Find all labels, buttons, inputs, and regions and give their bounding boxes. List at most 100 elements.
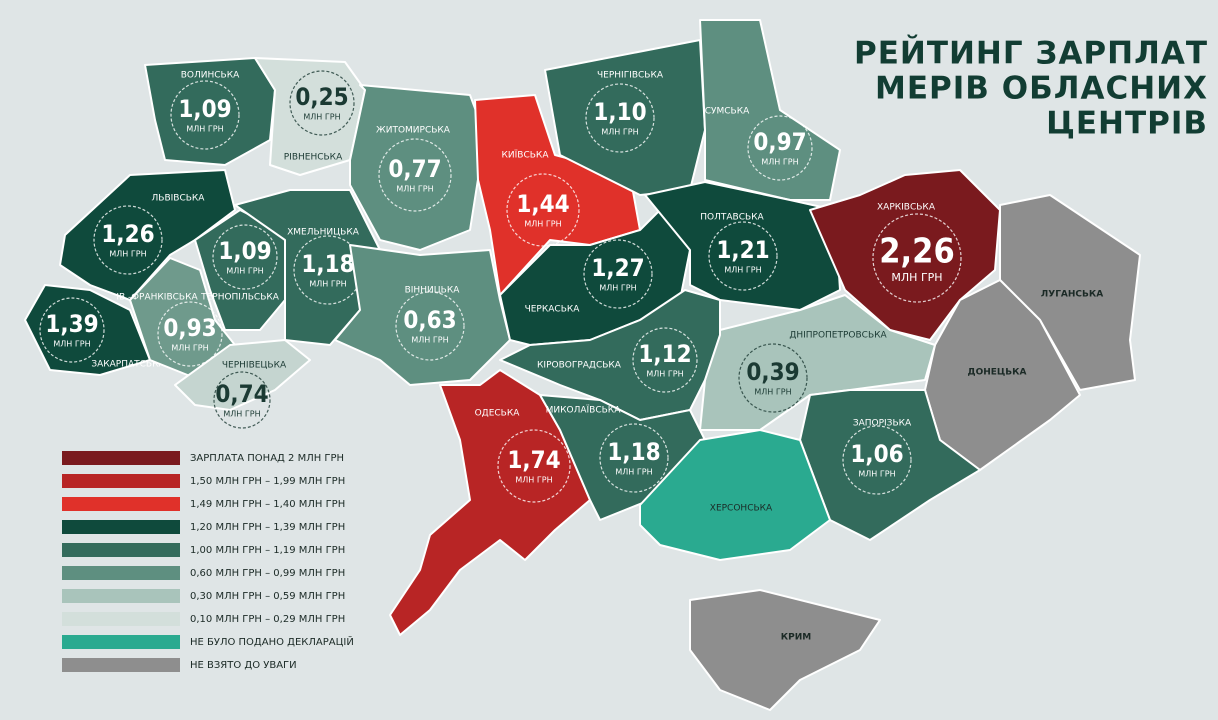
region-name: ВІННИЦЬКА: [405, 286, 461, 296]
value-ring: [378, 138, 452, 212]
region-unit: МЛН ГРН: [53, 340, 90, 349]
legend-swatch: [62, 451, 180, 465]
region-name: ЗАКАРПАТСЬКА: [91, 360, 165, 370]
region-name: ВОЛИНСЬКА: [181, 71, 240, 81]
legend-label: ЗАРПЛАТА ПОНАД 2 МЛН ГРН: [190, 453, 344, 464]
region: [699, 19, 841, 201]
region-name: ТЕРНОПІЛЬСЬКА: [200, 293, 280, 303]
region-value: 1,12: [638, 340, 691, 368]
region-name: СУМСЬКА: [705, 107, 750, 117]
region: [924, 279, 1081, 471]
region-unit: МЛН ГРН: [858, 470, 895, 479]
region-name: ХАРКІВСЬКА: [877, 203, 936, 213]
region: [254, 57, 366, 176]
region-name: ДОНЕЦЬКА: [968, 368, 1027, 378]
legend-label: 1,20 МЛН ГРН – 1,39 МЛН ГРН: [190, 522, 345, 533]
region-unit: МЛН ГРН: [396, 185, 433, 194]
region-unit: МЛН ГРН: [754, 388, 791, 397]
region-name: ЗАПОРІЗЬКА: [853, 419, 912, 429]
value-ring: [213, 371, 271, 429]
region-name: ХЕРСОНСЬКА: [710, 504, 773, 514]
region: [334, 244, 511, 386]
legend-label: 1,00 МЛН ГРН – 1,19 МЛН ГРН: [190, 545, 345, 556]
value-ring: [170, 80, 240, 150]
value-ring: [157, 301, 223, 367]
legend-swatch: [62, 658, 180, 672]
region: [24, 284, 151, 376]
value-ring: [497, 429, 571, 503]
region-value: 1,06: [850, 440, 903, 468]
legend-label: 0,30 МЛН ГРН – 0,59 МЛН ГРН: [190, 591, 345, 602]
region: [809, 169, 1001, 341]
region: [699, 294, 936, 431]
legend-label: 1,49 МЛН ГРН – 1,40 МЛН ГРН: [190, 499, 345, 510]
region-name: ЛУГАНСЬКА: [1041, 290, 1103, 300]
region-value: 2,26: [879, 232, 954, 272]
region: [644, 181, 841, 311]
legend-swatch: [62, 520, 180, 534]
region-unit: МЛН ГРН: [524, 220, 561, 229]
region-value: 1,09: [218, 237, 271, 265]
region-name: КИЇВСЬКА: [502, 150, 550, 161]
region-unit: МЛН ГРН: [515, 476, 552, 485]
region-value: 0,93: [163, 314, 216, 342]
legend-label: 0,60 МЛН ГРН – 0,99 МЛН ГРН: [190, 568, 345, 579]
region-unit: МЛН ГРН: [226, 267, 263, 276]
region-value: 1,26: [101, 220, 154, 248]
region-unit: МЛН ГРН: [646, 370, 683, 379]
region-value: 0,25: [295, 83, 348, 111]
region-unit: МЛН ГРН: [303, 113, 340, 122]
region-unit: МЛН ГРН: [601, 128, 638, 137]
value-ring: [506, 173, 580, 247]
region-name: ІВ.-ФРАНКІВСЬКА: [116, 293, 198, 303]
region: [689, 589, 881, 711]
value-ring: [583, 239, 653, 309]
region-unit: МЛН ГРН: [599, 284, 636, 293]
region-unit: МЛН ГРН: [186, 125, 223, 134]
legend-swatch: [62, 635, 180, 649]
region-value: 1,18: [607, 438, 660, 466]
title-line: ЦЕНТРІВ: [1046, 106, 1208, 142]
region: [129, 257, 236, 381]
region-unit: МЛН ГРН: [223, 410, 260, 419]
region: [59, 169, 236, 301]
region: [174, 339, 311, 411]
region-unit: МЛН ГРН: [724, 266, 761, 275]
region-unit: МЛН ГРН: [171, 344, 208, 353]
region-unit: МЛН ГРН: [891, 271, 942, 284]
region-name: ЧЕРКАСЬКА: [525, 305, 581, 315]
legend-label: 0,10 МЛН ГРН – 0,29 МЛН ГРН: [190, 614, 345, 625]
region-name: ДНІПРОПЕТРОВСЬКА: [789, 331, 887, 341]
region-value: 1,09: [178, 95, 231, 123]
value-ring: [599, 423, 669, 493]
legend-swatch: [62, 589, 180, 603]
region-value: 1,39: [45, 310, 98, 338]
legend-swatch: [62, 612, 180, 626]
region-unit: МЛН ГРН: [615, 468, 652, 477]
legend-swatch: [62, 474, 180, 488]
region-name: ХМЕЛЬНИЦЬКА: [287, 228, 360, 238]
region-name: КІРОВОГРАДСЬКА: [537, 361, 622, 371]
region-unit: МЛН ГРН: [309, 280, 346, 289]
region-unit: МЛН ГРН: [411, 336, 448, 345]
region: [389, 369, 591, 636]
region-value: 1,21: [716, 236, 769, 264]
region-name: ОДЕСЬКА: [475, 409, 521, 419]
value-ring: [585, 83, 655, 153]
region-name: ЧЕРНІВЕЦЬКА: [222, 361, 287, 371]
value-ring: [708, 221, 778, 291]
region-value: 1,74: [507, 446, 560, 474]
region-name: МИКОЛАЇВСЬКА: [546, 405, 622, 416]
region-value: 1,18: [301, 250, 354, 278]
region-value: 1,27: [591, 254, 644, 282]
value-ring: [93, 205, 163, 275]
region-value: 0,74: [215, 380, 268, 408]
region: [499, 209, 691, 346]
value-ring: [842, 425, 912, 495]
title-line: МЕРІВ ОБЛАСНИХ: [875, 71, 1208, 107]
region-name: ЖИТОМИРСЬКА: [376, 126, 451, 136]
region-value: 1,10: [593, 98, 646, 126]
region-unit: МЛН ГРН: [109, 250, 146, 259]
